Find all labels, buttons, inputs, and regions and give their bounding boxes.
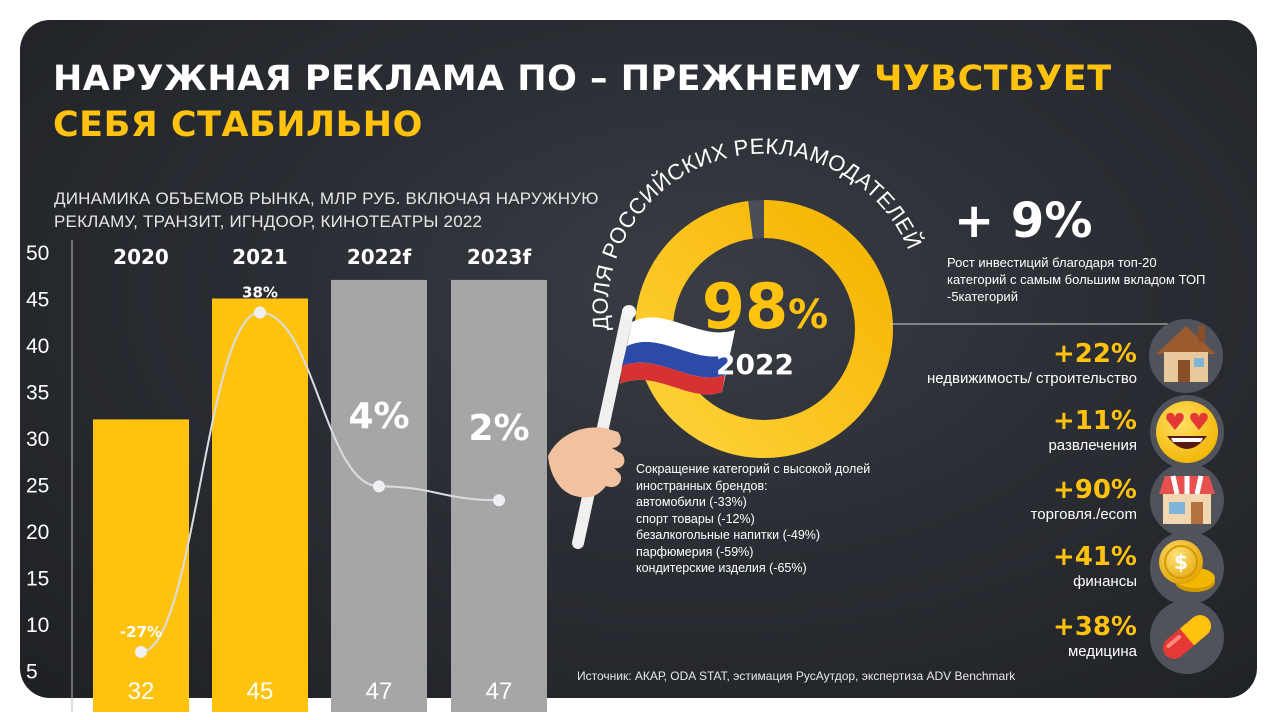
growth-value: + 9% <box>954 193 1093 249</box>
reduction-item: автомобили (-33%) <box>636 495 747 509</box>
category-pct: +11% <box>1052 406 1137 436</box>
bar-value-label: 45 <box>247 678 274 705</box>
category-pct: +22% <box>1052 339 1137 369</box>
category-label: финансы <box>1073 573 1137 590</box>
russian-flag-icon <box>548 305 735 549</box>
title-white: НАРУЖНАЯ РЕКЛАМА ПО – ПРЕЖНЕМУ <box>53 59 875 99</box>
page-title: НАРУЖНАЯ РЕКЛАМА ПО – ПРЕЖНЕМУ ЧУВСТВУЕТ… <box>53 56 1203 148</box>
category-label: медицина <box>1067 643 1137 660</box>
category-pct: +38% <box>1052 612 1137 642</box>
growth-label: 2% <box>468 408 529 449</box>
reduction-item: кондитерские изделия (-65%) <box>636 561 807 575</box>
y-tick-label: 45 <box>26 289 49 312</box>
donut-value-number: 98 <box>701 270 789 343</box>
source-note: Источник: АКАР, ODA STAT, эстимация РусА… <box>577 669 1016 683</box>
bars: 2020 32 2021 45 2022f 47 2023f 47 <box>93 245 547 712</box>
shop-icon <box>1150 463 1224 537</box>
growth-label: 4% <box>348 396 409 437</box>
y-axis-ticks: 5 10 15 20 25 30 35 40 45 50 <box>26 242 49 684</box>
hand-icon <box>548 427 625 498</box>
donut-value: 98% <box>690 272 840 350</box>
category-real-estate: +22% недвижимость/ строительство <box>837 338 1137 388</box>
bar-value-label: 47 <box>486 678 513 705</box>
x-category-label: 2023f <box>467 245 532 269</box>
donut-year: 2022 <box>716 348 794 381</box>
reduction-item: безалкогольные напитки (-49%) <box>636 528 821 542</box>
bar <box>331 279 427 712</box>
y-tick-label: 35 <box>26 382 49 405</box>
growth-label: 38% <box>242 283 278 301</box>
category-finance: +41% финансы <box>837 541 1137 591</box>
x-category-label: 2021 <box>232 245 288 269</box>
reduction-item: спорт товары (-12%) <box>636 511 755 526</box>
category-label: развлечения <box>1048 437 1137 454</box>
svg-text:$: $ <box>1174 550 1188 574</box>
growth-point <box>373 480 385 493</box>
reduction-item: парфюмерия (-59%) <box>636 544 754 559</box>
bar <box>212 298 308 712</box>
bar-value-label: 32 <box>128 678 155 705</box>
y-tick-label: 25 <box>26 475 49 498</box>
y-tick-label: 40 <box>26 335 49 358</box>
growth-point <box>493 494 505 507</box>
y-tick-label: 50 <box>26 242 49 265</box>
y-tick-label: 20 <box>26 521 49 544</box>
growth-line-path <box>140 311 500 653</box>
growth-label: -27% <box>120 623 162 641</box>
reduction-list: Сокращение категорий с высокой долей ино… <box>636 461 926 577</box>
reduction-heading: Сокращение категорий с высокой долей ино… <box>636 462 871 493</box>
pill-icon <box>1150 600 1224 674</box>
y-tick-label: 10 <box>26 614 49 637</box>
category-entertainment: +11% развлечения <box>837 405 1137 455</box>
category-retail-ecom: +90% торговля./ecom <box>837 474 1137 524</box>
growth-line: -27% 38% 4% 2% <box>120 283 530 658</box>
x-category-label: 2022f <box>347 245 412 269</box>
category-label: недвижимость/ строительство <box>926 370 1137 387</box>
donut-value-percent: % <box>788 292 829 338</box>
y-tick-label: 30 <box>26 428 49 451</box>
y-tick-label: 5 <box>26 661 38 684</box>
y-tick-label: 15 <box>26 568 49 591</box>
growth-point <box>254 306 266 319</box>
growth-point <box>135 645 147 658</box>
growth-text: Рост инвестиций благодаря топ-20 категор… <box>947 255 1206 304</box>
category-pct: +90% <box>1052 475 1137 505</box>
bar <box>93 419 189 712</box>
x-category-label: 2020 <box>113 245 169 269</box>
category-pct: +41% <box>1052 542 1137 572</box>
chart-subtitle: ДИНАМИКА ОБЪЕМОВ РЫНКА, МЛР РУБ. ВКЛЮЧАЯ… <box>54 189 599 231</box>
category-label: торговля./ecom <box>1030 506 1137 523</box>
title-highlight: ЧУВСТВУЕТ СЕБЯ СТАБИЛЬНО <box>53 59 1112 145</box>
heart-eyes-emoji-icon <box>1150 395 1224 469</box>
category-medicine: +38% медицина <box>837 611 1137 661</box>
connector-line <box>889 323 1173 330</box>
bar-value-label: 47 <box>366 678 393 705</box>
house-icon <box>1149 319 1223 393</box>
coins-icon: $ <box>1150 531 1224 605</box>
